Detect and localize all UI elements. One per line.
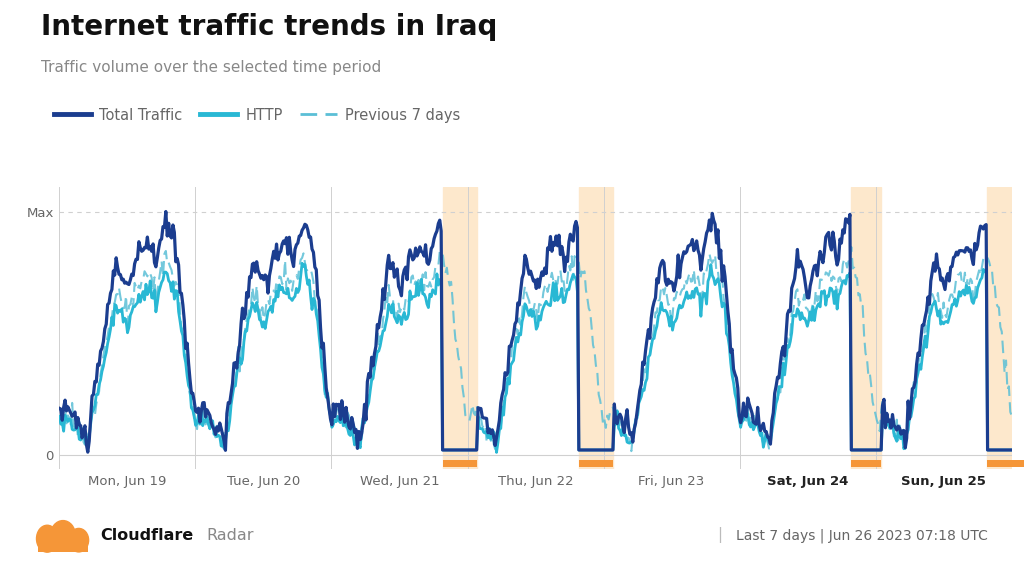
Ellipse shape xyxy=(37,525,58,552)
Bar xyxy=(1012,187,1024,469)
FancyBboxPatch shape xyxy=(1012,460,1024,468)
FancyBboxPatch shape xyxy=(580,460,613,468)
Bar xyxy=(851,187,881,469)
Text: Internet traffic trends in Iraq: Internet traffic trends in Iraq xyxy=(41,13,498,41)
Ellipse shape xyxy=(50,521,76,550)
Bar xyxy=(987,187,1012,469)
Text: Cloudflare: Cloudflare xyxy=(100,528,194,543)
Text: Traffic volume over the selected time period: Traffic volume over the selected time pe… xyxy=(41,60,381,75)
Legend: Total Traffic, HTTP, Previous 7 days: Total Traffic, HTTP, Previous 7 days xyxy=(48,103,466,129)
Bar xyxy=(580,187,613,469)
Ellipse shape xyxy=(69,528,89,552)
Text: |: | xyxy=(717,526,722,543)
FancyBboxPatch shape xyxy=(851,460,881,468)
Text: Radar: Radar xyxy=(207,528,254,543)
Bar xyxy=(38,537,88,552)
Text: Last 7 days | Jun 26 2023 07:18 UTC: Last 7 days | Jun 26 2023 07:18 UTC xyxy=(736,528,988,543)
FancyBboxPatch shape xyxy=(987,460,1012,468)
Bar xyxy=(443,187,477,469)
FancyBboxPatch shape xyxy=(443,460,477,468)
